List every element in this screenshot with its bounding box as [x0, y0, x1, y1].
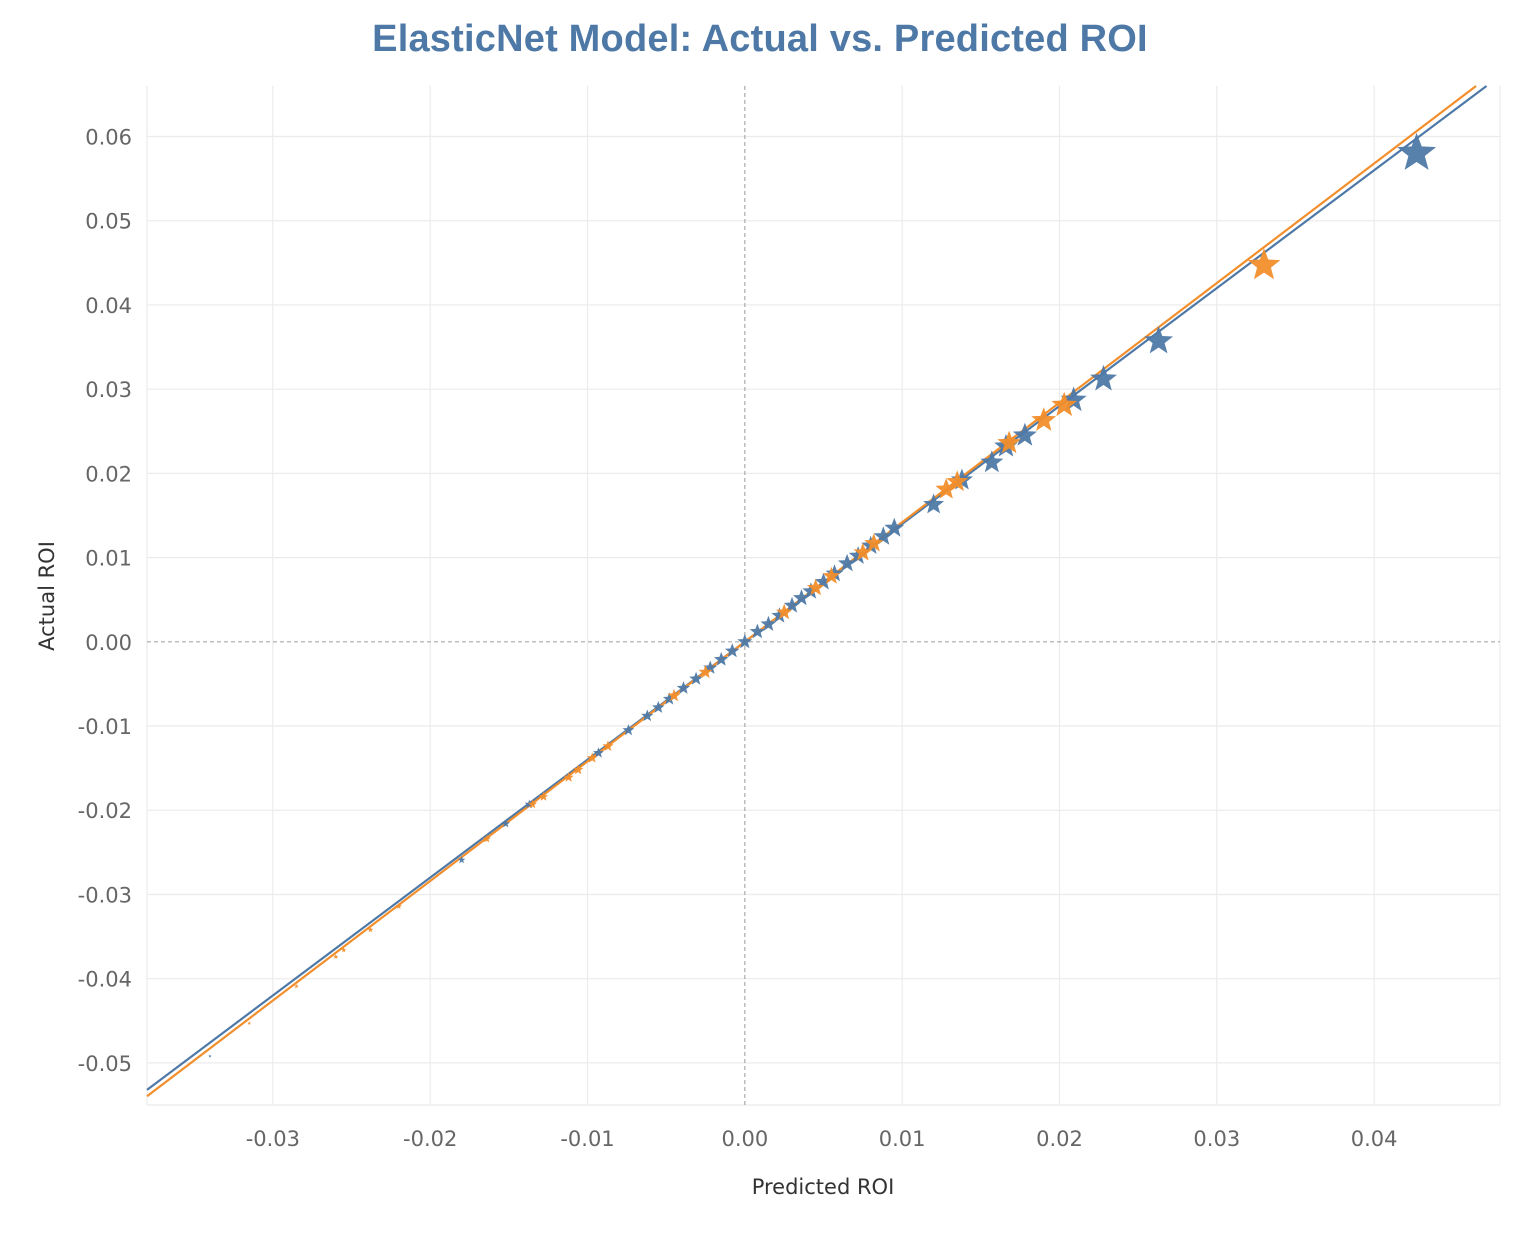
x-tick-label: -0.01 [560, 1127, 614, 1151]
star-point [1090, 364, 1117, 391]
star-point [783, 596, 801, 613]
star-point [814, 572, 833, 590]
x-axis-title: Predicted ROI [752, 1175, 895, 1199]
star-point [760, 615, 777, 631]
x-tick-label: 0.03 [1193, 1127, 1240, 1151]
y-tick-label: 0.00 [85, 631, 132, 655]
star-point [1012, 422, 1037, 446]
x-tick-label: 0.00 [721, 1127, 768, 1151]
star-point [1060, 386, 1087, 412]
data-points [208, 132, 1437, 1058]
star-point [341, 947, 347, 953]
y-tick-label: -0.02 [78, 799, 132, 823]
y-tick-label: 0.01 [85, 547, 132, 571]
x-tick-label: 0.04 [1351, 1127, 1398, 1151]
star-point [822, 566, 841, 584]
star-point [848, 546, 868, 564]
y-tick-label: -0.03 [78, 883, 132, 907]
star-point [749, 623, 766, 639]
star-point [1051, 391, 1077, 417]
star-point [802, 582, 820, 599]
y-axis-ticks: -0.05 -0.04 -0.03 -0.02 -0.01 0.00 0.01 0.02 0.0… [78, 126, 132, 1076]
x-tick-label: 0.02 [1036, 1127, 1083, 1151]
star-point [698, 664, 713, 679]
star-point [641, 709, 654, 722]
star-point [714, 651, 729, 666]
y-tick-label: 0.05 [85, 210, 132, 234]
star-point [807, 578, 825, 596]
y-tick-label: -0.01 [78, 715, 132, 739]
y-tick-label: 0.03 [85, 378, 132, 402]
star-point [946, 470, 969, 492]
y-axis-title: Actual ROI [35, 541, 59, 651]
star-point [935, 478, 957, 499]
star-point [864, 533, 884, 552]
y-tick-label: 0.06 [85, 126, 132, 150]
star-point [247, 1021, 252, 1025]
star-point [1397, 132, 1437, 170]
star-point [482, 834, 491, 843]
x-axis-ticks: -0.03 -0.02 -0.01 0.00 0.01 0.02 0.03 0.04 [246, 1127, 1398, 1151]
star-point [563, 772, 574, 782]
star-point [1247, 248, 1281, 280]
star-point [667, 688, 681, 702]
grid-lines [146, 86, 1501, 1106]
star-point [208, 1054, 212, 1058]
star-point [884, 517, 905, 537]
x-tick-label: 0.01 [879, 1127, 926, 1151]
star-point [923, 493, 945, 514]
star-point [662, 692, 676, 705]
star-point [793, 589, 810, 606]
star-point [771, 607, 788, 623]
star-point [652, 700, 665, 713]
star-point [873, 526, 893, 545]
star-point [333, 954, 339, 959]
star-point [737, 633, 753, 649]
star-point [538, 791, 549, 801]
star-point [622, 724, 635, 736]
star-point [602, 740, 614, 751]
star-point [593, 747, 604, 758]
star-point [837, 553, 857, 572]
star-point [1144, 326, 1173, 354]
x-tick-label: -0.02 [403, 1127, 457, 1151]
star-point [997, 430, 1021, 454]
x-tick-label: -0.03 [246, 1127, 300, 1151]
star-point [586, 752, 598, 763]
star-point [724, 643, 740, 658]
star-point [501, 819, 510, 828]
y-tick-label: 0.04 [85, 294, 132, 318]
star-point [527, 799, 538, 809]
chart-title: ElasticNet Model: Actual vs. Predicted R… [372, 18, 1148, 60]
star-point [367, 926, 374, 933]
star-point [776, 603, 793, 620]
star-point [825, 564, 844, 582]
star-point [689, 671, 703, 685]
star-point [395, 902, 402, 909]
star-point [676, 681, 691, 694]
star-point [572, 764, 584, 775]
y-tick-label: -0.05 [78, 1052, 132, 1076]
star-point [457, 856, 466, 864]
star-point [853, 542, 873, 561]
zero-reference-lines [147, 86, 1500, 1105]
star-point [980, 450, 1004, 473]
y-tick-label: -0.04 [78, 968, 132, 992]
star-point [703, 660, 718, 674]
star-point [294, 983, 299, 989]
star-point [1031, 407, 1057, 431]
y-tick-label: 0.02 [85, 462, 132, 486]
